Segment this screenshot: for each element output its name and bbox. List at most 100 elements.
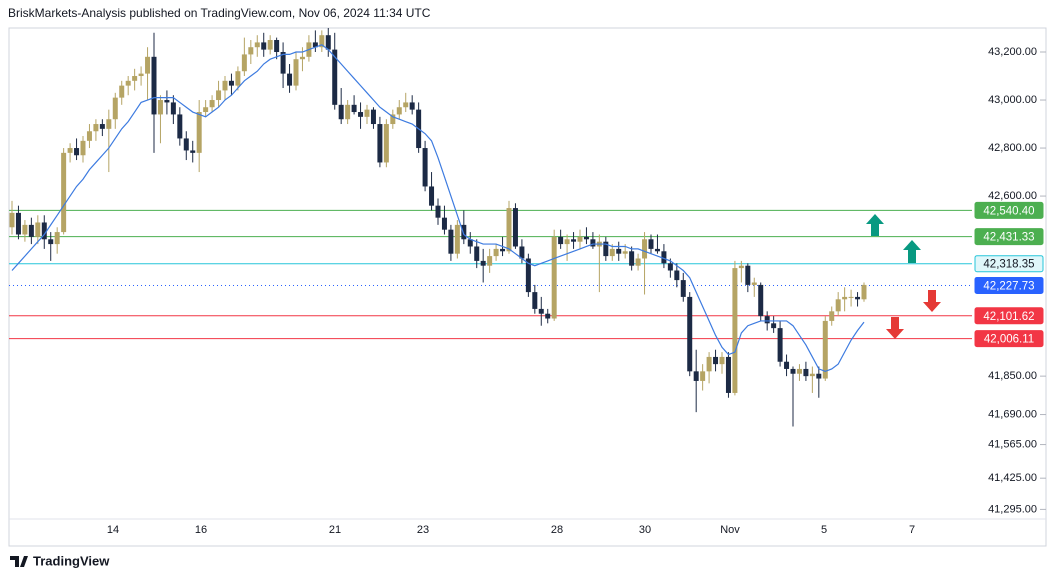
candle-body — [41, 222, 47, 240]
level-label-box — [974, 228, 1044, 246]
y-tick-label: 41,425.00 — [988, 472, 1037, 484]
candle-body — [758, 284, 764, 317]
candle-body — [203, 107, 209, 113]
candle-body — [842, 296, 848, 300]
candle-body — [28, 224, 34, 237]
candle-body — [15, 212, 21, 235]
candle-body — [525, 258, 531, 293]
candle-body — [603, 241, 609, 257]
level-label: 42,006.11 — [984, 334, 1034, 346]
candle-body — [299, 56, 305, 60]
candle-body — [583, 236, 589, 240]
candle-body — [67, 148, 73, 153]
candle-body — [287, 73, 293, 86]
candle-body — [713, 356, 719, 365]
candle-body — [9, 212, 15, 228]
y-tick-label: 41,690.00 — [988, 408, 1037, 420]
candle-body — [364, 109, 370, 117]
candle-body — [435, 205, 441, 218]
candle-body — [164, 100, 170, 103]
level-label: 42,431.33 — [983, 232, 1034, 244]
candle-body — [848, 296, 854, 298]
candle-body — [48, 239, 54, 245]
candle-body — [667, 263, 673, 271]
candle-body — [254, 42, 260, 48]
candle-body — [693, 371, 699, 381]
level-label-box — [974, 276, 1044, 294]
candle-body — [125, 80, 131, 86]
candle-body — [738, 265, 744, 269]
candle-body — [216, 90, 222, 101]
candle-body — [170, 102, 176, 115]
candle-body — [422, 148, 428, 187]
candle-body — [622, 251, 628, 254]
header-title: BriskMarkets-Analysis published on Tradi… — [8, 6, 431, 20]
candle-body — [700, 371, 706, 381]
candle-body — [132, 76, 138, 81]
candle-body — [487, 256, 493, 266]
y-tick-label: 41,295.00 — [988, 503, 1037, 515]
candle-body — [790, 368, 796, 374]
candle-body — [177, 114, 183, 139]
candle-body — [403, 102, 409, 108]
candle-body — [35, 222, 41, 237]
candle-body — [480, 260, 486, 266]
candle-body — [312, 42, 318, 48]
candle-body — [777, 328, 783, 362]
y-tick-label: 41,850.00 — [988, 370, 1037, 382]
candle-body — [112, 97, 118, 120]
candle-body — [157, 100, 163, 115]
level-label: 42,227.73 — [983, 280, 1034, 292]
candle-body — [138, 73, 144, 77]
candle-body — [190, 150, 196, 153]
candle-body — [809, 373, 815, 377]
candle-body — [616, 248, 622, 254]
candle-body — [145, 56, 151, 74]
candle-body — [719, 356, 725, 365]
y-tick-label: 41,565.00 — [988, 438, 1037, 450]
y-tick-label: 43,200.00 — [988, 46, 1037, 58]
down-arrow — [886, 317, 904, 339]
candle-body — [351, 104, 357, 113]
x-tick-label: Nov — [720, 524, 740, 536]
candle-body — [409, 102, 415, 110]
candle-body — [680, 280, 686, 297]
candle-body — [338, 104, 344, 120]
y-tick-label: 42,600.00 — [988, 190, 1037, 202]
candle-body — [106, 119, 112, 129]
x-tick-label: 5 — [821, 524, 827, 536]
candle-body — [396, 107, 402, 115]
candle-body — [725, 356, 731, 393]
candle-body — [86, 131, 92, 141]
candle-body — [429, 186, 435, 206]
candle-body — [61, 152, 67, 233]
level-label-box — [974, 330, 1044, 348]
candle-body — [551, 236, 557, 319]
candle-body — [855, 296, 861, 300]
candle-body — [74, 148, 80, 156]
candle-body — [609, 248, 615, 257]
candle-body — [80, 140, 86, 156]
candle-body — [590, 239, 596, 247]
candle-body — [829, 311, 835, 321]
candle-body — [648, 239, 654, 249]
candle-body — [448, 229, 454, 254]
candle-body — [764, 316, 770, 324]
candle-body — [822, 320, 828, 379]
candle-body — [558, 236, 564, 245]
candle-body — [267, 40, 273, 50]
down-arrow — [923, 290, 941, 312]
x-tick-label: 28 — [551, 524, 563, 536]
candle-body — [319, 35, 325, 48]
x-tick-label: 16 — [195, 524, 207, 536]
up-arrow — [903, 240, 921, 263]
candle-body — [493, 248, 499, 257]
candle-body — [325, 35, 331, 50]
candle-body — [358, 112, 364, 117]
candle-body — [635, 258, 641, 266]
candle-body — [545, 313, 551, 319]
candle-body — [209, 100, 215, 108]
candle-body — [538, 308, 544, 314]
candle-body — [661, 251, 667, 264]
